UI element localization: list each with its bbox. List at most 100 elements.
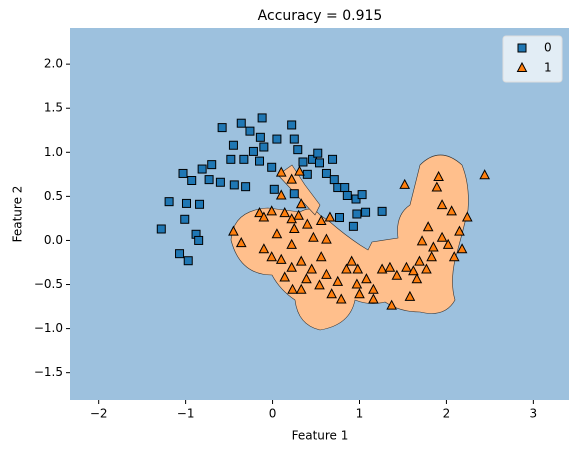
y-tick-label: 2.0	[44, 57, 63, 71]
point	[286, 261, 298, 272]
point	[275, 189, 287, 200]
point	[428, 241, 439, 252]
point	[341, 263, 352, 274]
point	[342, 190, 352, 200]
point	[257, 113, 267, 123]
point	[258, 243, 270, 254]
point	[295, 255, 307, 266]
point	[314, 279, 325, 290]
point	[255, 132, 265, 142]
point	[235, 237, 247, 248]
point	[414, 255, 425, 266]
point	[404, 290, 416, 301]
x-tick-label: 0	[269, 407, 277, 421]
point	[279, 271, 291, 282]
point	[228, 225, 239, 236]
point	[248, 146, 258, 156]
point	[183, 256, 193, 266]
legend: 01	[502, 35, 563, 83]
region-class-1	[230, 154, 469, 331]
point	[266, 251, 278, 262]
point	[431, 181, 443, 192]
point	[348, 221, 358, 231]
point	[340, 183, 350, 193]
point	[368, 293, 379, 304]
point	[354, 288, 365, 299]
x-tick-label: 2	[443, 407, 451, 421]
y-tick-label: 1.5	[44, 101, 63, 115]
point	[175, 249, 185, 259]
point	[245, 126, 255, 136]
point	[288, 222, 300, 233]
point	[194, 235, 204, 245]
point	[286, 213, 298, 224]
point	[408, 265, 419, 276]
point	[279, 207, 291, 218]
point	[377, 206, 387, 216]
point	[368, 283, 379, 294]
point	[289, 134, 299, 144]
point	[293, 145, 303, 155]
point	[421, 263, 432, 274]
region-class-1	[277, 164, 321, 216]
point	[386, 299, 397, 310]
point	[226, 154, 236, 164]
point	[446, 205, 457, 216]
point	[298, 157, 308, 167]
point	[275, 166, 287, 177]
point	[436, 199, 448, 210]
point	[269, 184, 279, 194]
point	[346, 255, 357, 266]
point	[294, 165, 305, 176]
point	[352, 209, 362, 219]
x-tick-label: −2	[90, 407, 108, 421]
point	[254, 207, 265, 218]
point	[289, 189, 299, 199]
point	[321, 268, 332, 279]
y-tick-label: −1.5	[34, 365, 63, 379]
point	[195, 199, 205, 209]
point	[295, 283, 307, 294]
point	[411, 273, 423, 284]
point	[180, 214, 190, 224]
point	[286, 173, 298, 184]
point	[399, 178, 411, 189]
point	[479, 169, 491, 180]
point	[255, 156, 265, 166]
y-tick-label: 0.5	[44, 189, 63, 203]
point	[306, 263, 318, 274]
point	[361, 207, 371, 217]
point	[436, 231, 448, 242]
point	[329, 175, 339, 185]
point	[456, 243, 468, 254]
point	[293, 209, 304, 220]
point	[454, 225, 465, 236]
point	[207, 160, 217, 170]
point	[352, 263, 364, 274]
point	[301, 273, 312, 284]
point	[308, 231, 319, 242]
y-tick-label: 0.0	[44, 233, 63, 247]
point	[215, 177, 225, 187]
point	[433, 170, 444, 181]
point	[361, 273, 372, 284]
point	[315, 214, 327, 226]
point	[272, 134, 282, 144]
point	[164, 197, 174, 207]
x-tick-label: 3	[530, 407, 538, 421]
point	[416, 235, 428, 246]
legend-label: 1	[544, 61, 552, 75]
point	[313, 148, 323, 158]
point	[287, 283, 298, 294]
point	[239, 154, 249, 164]
point	[448, 251, 460, 262]
x-tick-label: −1	[177, 407, 195, 421]
point	[266, 205, 278, 216]
point	[197, 164, 207, 174]
point	[267, 162, 277, 172]
point	[328, 154, 338, 164]
point	[321, 168, 331, 178]
point	[228, 140, 238, 150]
legend-marker	[517, 43, 527, 53]
point	[236, 118, 246, 128]
